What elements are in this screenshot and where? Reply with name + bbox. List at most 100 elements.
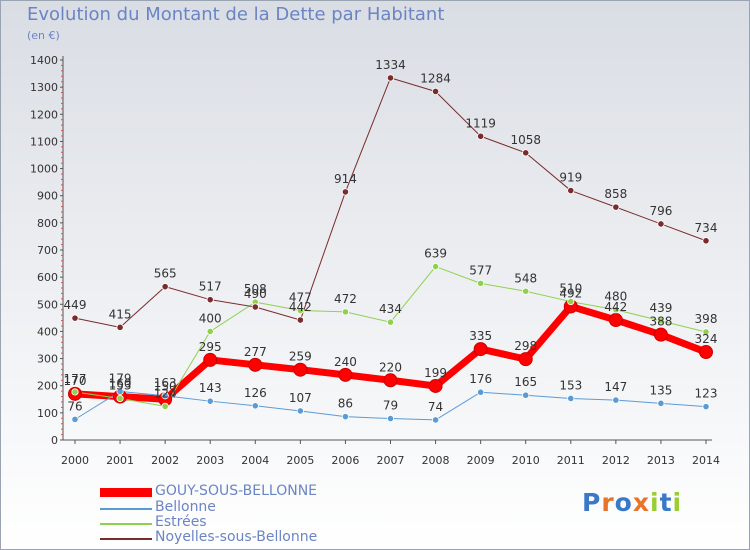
data-label: 86 — [338, 397, 353, 411]
data-label: 107 — [289, 391, 312, 405]
data-point — [702, 328, 710, 336]
data-point — [386, 318, 395, 326]
data-label: 298 — [514, 339, 537, 353]
data-point — [653, 327, 668, 342]
data-point — [657, 399, 665, 407]
data-point — [522, 149, 530, 157]
data-point — [296, 306, 304, 315]
y-tick-label: 800 — [37, 217, 58, 230]
data-point — [702, 403, 710, 411]
data-label: 919 — [559, 171, 582, 185]
x-tick-label: 2001 — [106, 454, 134, 467]
x-tick-label: 2005 — [286, 454, 314, 467]
data-label: 76 — [67, 399, 82, 413]
data-label: 858 — [604, 187, 627, 201]
y-tick-label: 500 — [37, 298, 58, 311]
logo-letter: x — [632, 488, 650, 517]
data-label: 548 — [514, 271, 537, 285]
data-point — [71, 314, 79, 322]
data-point — [431, 262, 440, 271]
x-tick-label: 2006 — [331, 454, 359, 467]
data-point — [161, 402, 169, 410]
x-tick-label: 2012 — [602, 454, 630, 467]
chart-title: Evolution du Montant de la Dette par Hab… — [27, 4, 445, 25]
legend-item-gouy[interactable]: GOUY-SOUS-BELLONNE — [100, 483, 400, 501]
data-label: 153 — [559, 378, 582, 392]
logo-letter: i — [672, 488, 683, 517]
data-label: 508 — [244, 282, 267, 296]
data-label: 434 — [379, 302, 402, 316]
logo-letter: i — [650, 488, 660, 517]
data-point — [71, 415, 79, 423]
y-axis-unit-label: (en €) — [27, 29, 60, 42]
data-point — [386, 74, 395, 82]
data-label: 914 — [334, 172, 357, 186]
legend-label-gouy: GOUY-SOUS-BELLONNE — [155, 483, 318, 499]
data-label: 1119 — [465, 116, 496, 130]
data-point — [116, 323, 124, 331]
y-tick-label: 1400 — [30, 54, 58, 67]
y-tick-label: 1300 — [30, 81, 58, 94]
data-point — [203, 352, 218, 367]
data-point — [477, 388, 485, 396]
data-point — [161, 283, 169, 291]
data-label: 517 — [199, 280, 222, 294]
y-tick-label: 1100 — [30, 135, 58, 148]
data-point — [473, 342, 488, 357]
legend-item-noyelles[interactable]: Noyelles-sous-Bellonne — [100, 529, 400, 547]
data-label: 170 — [64, 374, 87, 388]
legend-item-bellonne[interactable]: Bellonne — [100, 499, 400, 517]
data-point — [699, 345, 713, 360]
y-tick-label: 0 — [51, 434, 58, 447]
data-point — [116, 394, 124, 403]
data-point — [657, 220, 665, 228]
data-point — [386, 414, 395, 423]
data-point — [206, 397, 214, 405]
data-point — [296, 316, 304, 324]
data-label: 639 — [424, 247, 447, 261]
data-point — [567, 394, 575, 403]
data-point — [341, 188, 350, 196]
x-tick-label: 2008 — [422, 454, 450, 467]
x-tick-label: 2010 — [512, 454, 540, 467]
data-point — [161, 392, 169, 400]
data-label: 510 — [559, 282, 582, 296]
data-label: 400 — [199, 311, 222, 325]
y-tick-label: 100 — [37, 407, 58, 420]
data-label: 295 — [199, 340, 222, 354]
data-label: 472 — [334, 292, 357, 306]
data-point — [522, 391, 530, 399]
data-point — [477, 132, 485, 140]
logo-letter: P — [582, 488, 602, 517]
data-point — [428, 378, 443, 393]
data-label: 143 — [199, 381, 222, 395]
data-point — [341, 413, 350, 421]
data-point — [116, 387, 124, 396]
data-point — [518, 352, 533, 367]
data-label: 123 — [695, 387, 718, 401]
legend-label-estrees: Estrées — [155, 514, 207, 530]
y-tick-label: 900 — [37, 190, 58, 203]
data-point — [612, 396, 620, 404]
data-label: 415 — [109, 307, 132, 321]
data-label: 177 — [64, 372, 87, 386]
data-point — [248, 357, 263, 372]
data-label: 126 — [244, 386, 267, 400]
data-point — [657, 317, 665, 325]
data-point — [293, 362, 308, 377]
data-point — [522, 287, 530, 295]
data-label: 150 — [154, 379, 177, 393]
data-label: 74 — [428, 400, 443, 414]
data-point — [206, 296, 214, 304]
data-label: 1058 — [510, 133, 541, 147]
data-point — [296, 407, 304, 415]
data-point — [702, 237, 710, 245]
y-tick-label: 700 — [37, 244, 58, 257]
data-label: 160 — [109, 377, 132, 391]
legend-item-estrees[interactable]: Estrées — [100, 514, 400, 532]
legend-swatch-gouy — [100, 488, 152, 497]
data-label: 1284 — [420, 71, 451, 85]
data-label: 199 — [424, 366, 447, 380]
data-label: 165 — [514, 375, 537, 389]
